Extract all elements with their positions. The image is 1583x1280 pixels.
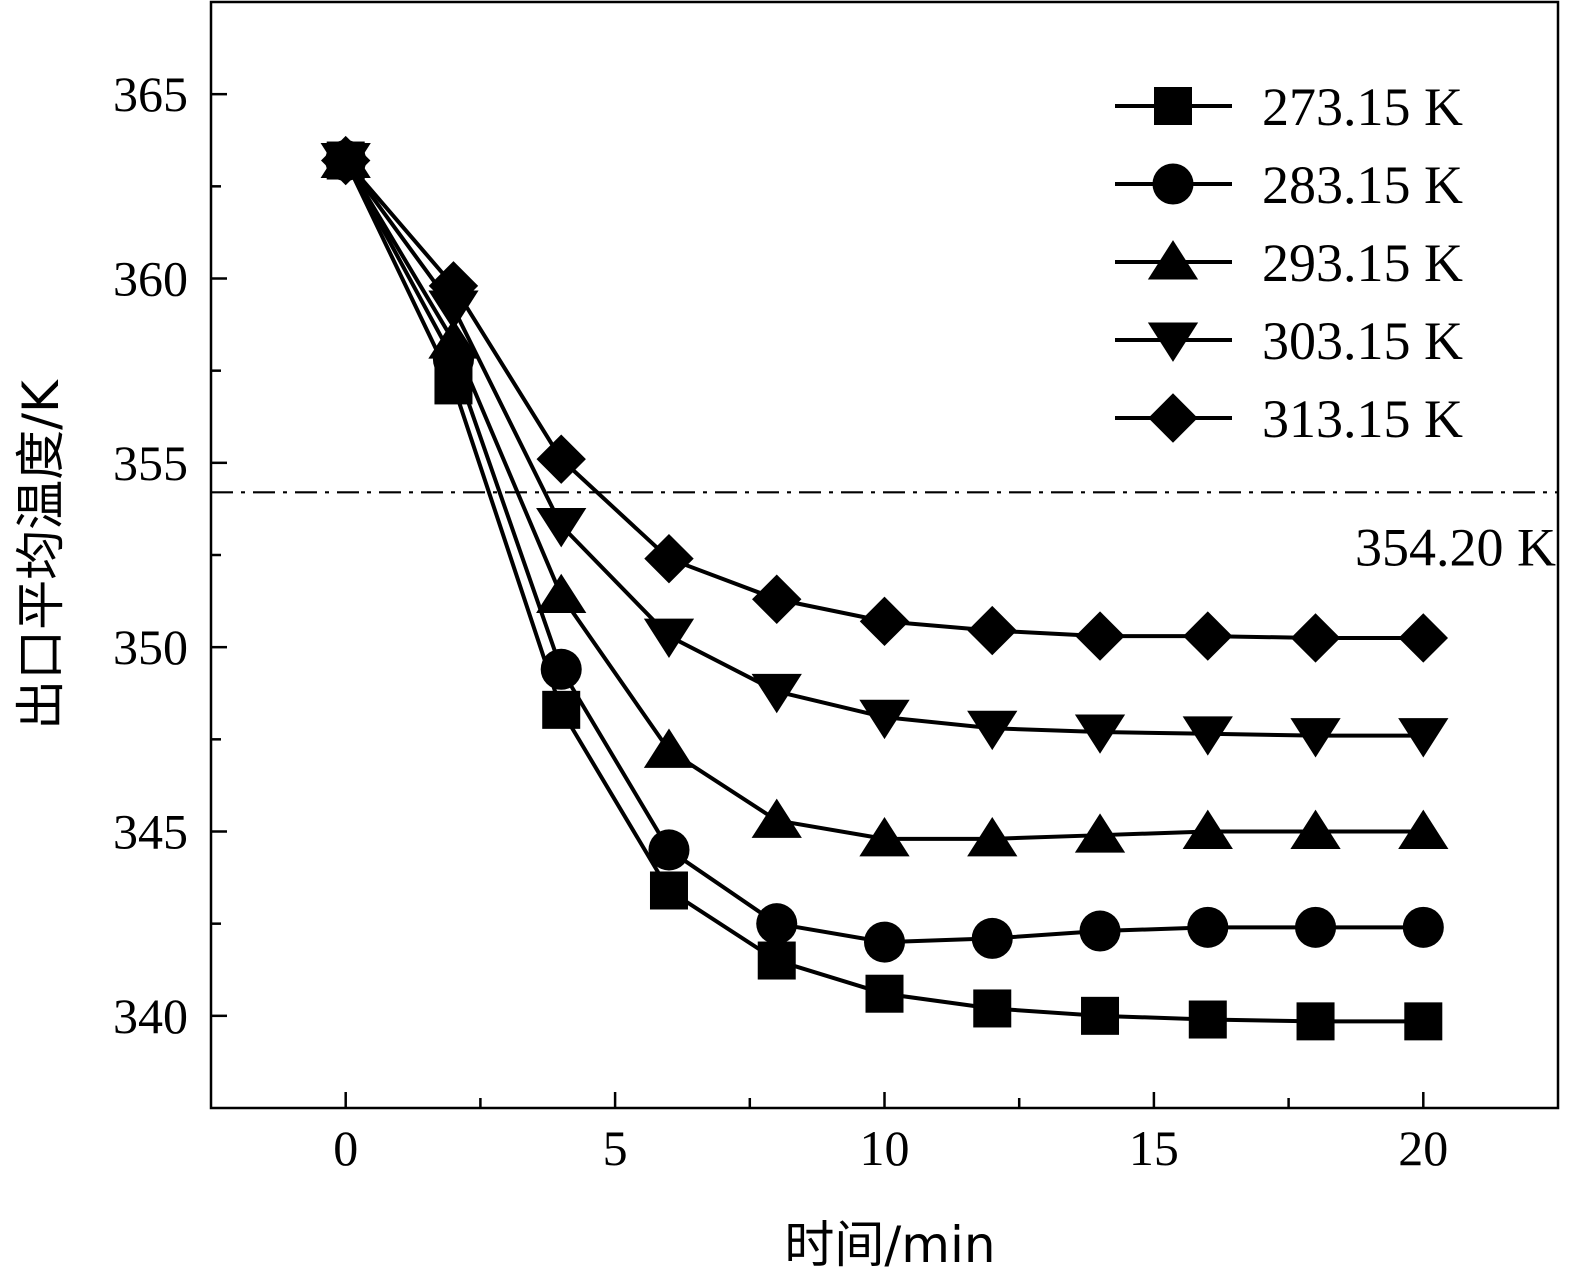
data-point-triangle-up <box>643 728 695 768</box>
data-point-triangle-up <box>428 319 479 359</box>
data-point-triangle-up <box>859 817 910 857</box>
x-tick-label: 10 <box>860 1120 910 1176</box>
data-point-triangle-up <box>536 573 587 614</box>
data-point-square <box>1081 996 1120 1035</box>
data-point-circle <box>1187 906 1229 948</box>
legend: 273.15 K 283.15 K 293.15 K 303.15 K 313.15 K <box>1115 77 1463 449</box>
data-point-triangle-down <box>967 710 1018 751</box>
data-point-triangle-up <box>967 817 1018 857</box>
y-tick-label: 355 <box>113 435 188 491</box>
data-point-diamond <box>1183 611 1233 661</box>
axes-layer: 0 5 10 15 20 340 345 350 355 360 365 <box>113 66 1448 1176</box>
data-point-triangle-down <box>536 508 587 548</box>
data-point-triangle-up <box>1182 809 1233 849</box>
data-point-triangle-up <box>1398 809 1449 849</box>
legend-marker-square <box>1154 87 1192 125</box>
data-point-diamond <box>1398 613 1448 663</box>
data-point-square <box>865 974 904 1013</box>
legend-label: 273.15 K <box>1262 77 1463 137</box>
legend-label: 303.15 K <box>1262 311 1463 371</box>
series-circle <box>325 140 1444 963</box>
data-point-triangle-up <box>1074 813 1126 853</box>
data-point-circle <box>540 648 582 690</box>
data-point-square <box>542 690 581 729</box>
data-point-circle <box>648 829 690 871</box>
data-point-circle <box>1402 906 1444 948</box>
data-point-diamond <box>321 135 371 186</box>
data-point-triangle-up <box>1290 809 1341 849</box>
series-diamond <box>321 135 1448 663</box>
y-tick-label: 350 <box>113 619 188 675</box>
data-point-triangle-down <box>1182 716 1233 756</box>
data-point-diamond <box>1075 611 1125 661</box>
data-point-triangle-down <box>643 618 695 658</box>
data-point-diamond <box>644 533 694 584</box>
legend-marker-diamond <box>1148 393 1198 443</box>
legend-label: 283.15 K <box>1262 155 1463 215</box>
data-point-diamond <box>428 261 479 311</box>
x-axis-title: 时间/min <box>784 1216 995 1274</box>
data-point-diamond <box>859 596 910 647</box>
data-point-circle <box>863 921 906 963</box>
y-tick-label: 360 <box>113 251 188 307</box>
data-point-diamond <box>536 434 586 484</box>
data-point-square <box>1188 1000 1227 1039</box>
legend-label: 313.15 K <box>1262 389 1463 449</box>
data-point-circle <box>1079 910 1121 952</box>
legend-marker-circle <box>1152 163 1194 205</box>
data-point-triangle-down <box>1398 718 1449 758</box>
data-point-square <box>973 989 1012 1028</box>
data-point-circle <box>1295 906 1337 948</box>
y-axis-title: 出口平均温度/K <box>12 379 70 730</box>
data-point-square <box>757 941 796 980</box>
data-point-square <box>1296 1002 1335 1041</box>
x-tick-label: 5 <box>603 1120 628 1176</box>
data-point-triangle-down <box>1074 714 1126 754</box>
data-point-triangle-down <box>859 699 910 740</box>
x-tick-label: 20 <box>1398 1120 1448 1176</box>
data-point-circle <box>971 917 1013 959</box>
reference-line-label: 354.20 K <box>1355 517 1556 577</box>
y-tick-label: 365 <box>113 66 188 122</box>
data-point-diamond <box>1290 613 1341 663</box>
series-layer <box>320 135 1449 1041</box>
legend-marker-triangle-up <box>1147 240 1199 280</box>
x-tick-label: 0 <box>333 1120 358 1176</box>
data-point-circle <box>756 903 798 945</box>
reference-layer: 354.20 K <box>211 491 1558 577</box>
legend-label: 293.15 K <box>1262 233 1463 293</box>
data-point-triangle-down <box>751 673 802 714</box>
y-tick-label: 340 <box>113 988 188 1044</box>
data-point-square <box>649 871 688 910</box>
legend-marker-triangle-down <box>1147 322 1199 362</box>
data-point-triangle-up <box>751 798 802 838</box>
x-tick-label: 15 <box>1129 1120 1179 1176</box>
data-point-square <box>1404 1002 1443 1041</box>
data-point-triangle-down <box>1290 718 1341 758</box>
data-point-diamond <box>752 574 802 624</box>
y-tick-label: 345 <box>113 804 188 860</box>
data-point-diamond <box>967 605 1017 656</box>
